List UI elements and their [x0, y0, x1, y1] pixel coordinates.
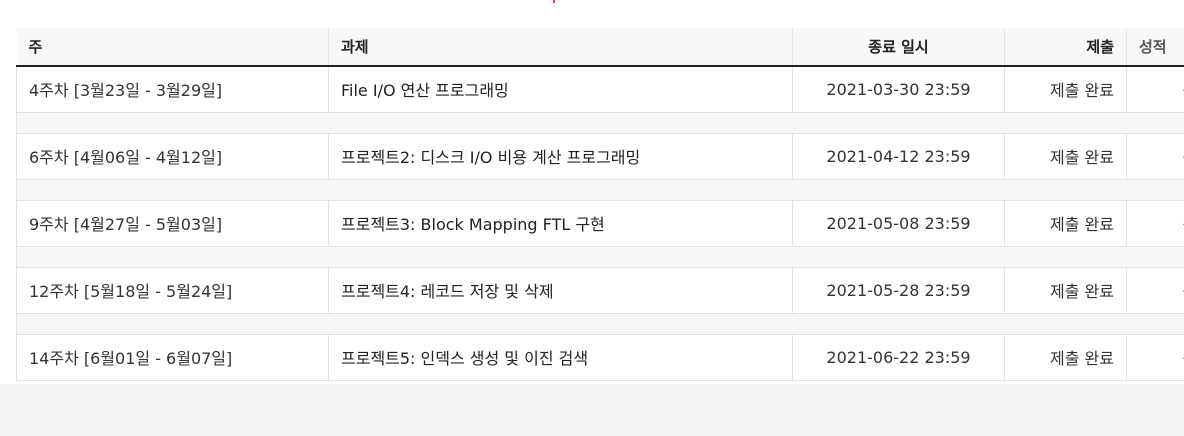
table-row: 14주차 [6월01일 - 6월07일] 프로젝트5: 인덱스 생성 및 이진 … [16, 333, 1184, 381]
header-grade: 성적 [1126, 28, 1184, 67]
cell-submission: 제출 완료 [1004, 333, 1127, 381]
cell-week: 14주차 [6월01일 - 6월07일] [16, 333, 329, 381]
cell-due: 2021-05-08 23:59 [792, 199, 1005, 247]
cell-due: 2021-04-12 23:59 [792, 132, 1005, 180]
cell-grade: - [1126, 333, 1184, 381]
red-marker [553, 0, 555, 3]
cell-grade: - [1126, 132, 1184, 180]
row-spacer [16, 312, 1184, 335]
cell-due: 2021-06-22 23:59 [792, 333, 1005, 381]
row-spacer [16, 178, 1184, 201]
table-row: 9주차 [4월27일 - 5월03일] 프로젝트3: Block Mapping… [16, 199, 1184, 247]
cell-task-link[interactable]: 프로젝트5: 인덱스 생성 및 이진 검색 [328, 333, 793, 381]
header-due[interactable]: 종료 일시 [792, 28, 1005, 67]
cell-task-link[interactable]: 프로젝트4: 레코드 저장 및 삭제 [328, 266, 793, 314]
cell-week: 9주차 [4월27일 - 5월03일] [16, 199, 329, 247]
cell-due: 2021-05-28 23:59 [792, 266, 1005, 314]
cell-task-link[interactable]: File I/O 연산 프로그래밍 [328, 65, 793, 113]
cell-submission: 제출 완료 [1004, 199, 1127, 247]
cell-grade: - [1126, 199, 1184, 247]
cell-submission: 제출 완료 [1004, 132, 1127, 180]
header-week: 주 [16, 28, 329, 67]
cell-submission: 제출 완료 [1004, 266, 1127, 314]
page-background-footer [0, 384, 1184, 436]
cell-week: 6주차 [4월06일 - 4월12일] [16, 132, 329, 180]
cell-grade: - [1126, 266, 1184, 314]
cell-due: 2021-03-30 23:59 [792, 65, 1005, 113]
cell-grade: - [1126, 65, 1184, 113]
cell-task-link[interactable]: 프로젝트2: 디스크 I/O 비용 계산 프로그래밍 [328, 132, 793, 180]
table-row: 4주차 [3월23일 - 3월29일] File I/O 연산 프로그래밍 20… [16, 65, 1184, 113]
row-spacer [16, 245, 1184, 268]
cell-week: 12주차 [5월18일 - 5월24일] [16, 266, 329, 314]
cell-submission: 제출 완료 [1004, 65, 1127, 113]
table-row: 12주차 [5월18일 - 5월24일] 프로젝트4: 레코드 저장 및 삭제 … [16, 266, 1184, 314]
header-task: 과제 [328, 28, 793, 67]
cell-task-link[interactable]: 프로젝트3: Block Mapping FTL 구현 [328, 199, 793, 247]
table-row: 6주차 [4월06일 - 4월12일] 프로젝트2: 디스크 I/O 비용 계산… [16, 132, 1184, 180]
assignments-table: 주 과제 종료 일시 제출 성적 4주차 [3월23일 - 3월29일] Fil… [16, 28, 1184, 381]
table-header-row: 주 과제 종료 일시 제출 성적 [16, 28, 1184, 67]
top-bar [0, 0, 1184, 28]
cell-week: 4주차 [3월23일 - 3월29일] [16, 65, 329, 113]
row-spacer [16, 111, 1184, 134]
header-submission: 제출 [1004, 28, 1127, 67]
